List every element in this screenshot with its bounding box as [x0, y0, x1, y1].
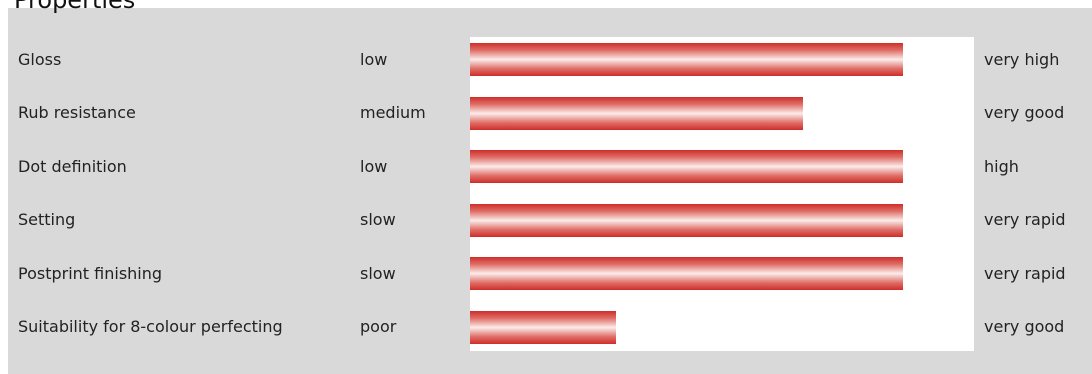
scale-high-label: very rapid: [984, 210, 1066, 229]
property-bar: [470, 310, 617, 344]
property-label: Rub resistance: [18, 103, 136, 122]
scale-low-label: slow: [360, 263, 396, 283]
property-label: Suitability for 8-colour perfecting: [18, 317, 283, 336]
property-label: Setting: [18, 210, 76, 229]
scale-high-label: high: [984, 156, 1019, 176]
property-bar: [470, 203, 904, 237]
property-label: Dot definition: [18, 156, 127, 176]
scale-low-label: poor: [360, 317, 397, 336]
property-bar: [470, 257, 904, 290]
property-bar: [470, 150, 904, 183]
property-label: Gloss: [18, 49, 62, 69]
scale-low-label: low: [360, 156, 388, 176]
property-bar: [470, 43, 904, 76]
scale-high-label: very high: [984, 49, 1060, 69]
bar-plot-area: [470, 37, 974, 351]
scale-high-label: very good: [984, 317, 1065, 336]
scale-low-label: medium: [360, 103, 426, 122]
chart-title: Properties: [14, 0, 136, 14]
property-label: Postprint finishing: [18, 263, 163, 283]
scale-low-label: low: [360, 49, 388, 69]
scale-high-label: very rapid: [984, 263, 1066, 283]
scale-high-label: very good: [984, 103, 1065, 122]
property-bar: [470, 96, 803, 130]
scale-low-label: slow: [360, 210, 396, 229]
